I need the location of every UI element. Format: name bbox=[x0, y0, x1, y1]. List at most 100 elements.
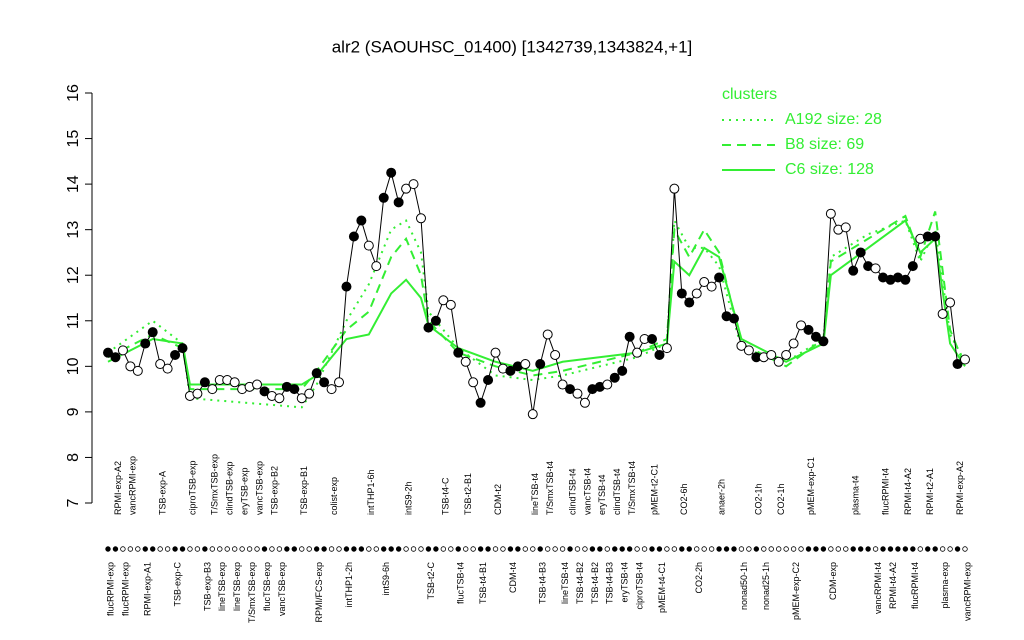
point bbox=[117, 345, 128, 356]
strip-dot bbox=[328, 546, 335, 552]
strip-dot bbox=[231, 546, 238, 552]
y-tick-label: 14 bbox=[65, 175, 82, 193]
strip-dot bbox=[954, 546, 961, 552]
x-tick-label: eryTSB-exp bbox=[240, 467, 250, 515]
x-tick-label: TSB-t4-B3 bbox=[605, 562, 615, 604]
strip-dot bbox=[254, 546, 260, 552]
point bbox=[140, 338, 151, 349]
strip-dot bbox=[343, 546, 350, 552]
strip-dot bbox=[336, 546, 342, 552]
strip-dot bbox=[164, 546, 171, 552]
strip-dot bbox=[783, 546, 789, 552]
x-tick-label: pMEM-t2-C1 bbox=[649, 464, 659, 515]
y-tick-label: 15 bbox=[65, 130, 82, 148]
chart-title: alr2 (SAOUHSC_01400) [1342739,1343824,+1… bbox=[332, 37, 693, 56]
strip-dot bbox=[947, 546, 953, 552]
y-tick-label: 9 bbox=[65, 407, 82, 416]
point bbox=[192, 388, 203, 399]
x-tick-label: CDM-exp bbox=[828, 562, 838, 600]
point bbox=[699, 277, 710, 288]
strip-dot bbox=[366, 546, 372, 552]
strip-dot bbox=[574, 546, 581, 552]
x-tick-label: clindTSB-t4 bbox=[567, 468, 577, 515]
strip-dot bbox=[202, 546, 208, 552]
strip-dot bbox=[284, 546, 290, 552]
x-tick-label: CO2-1h bbox=[776, 483, 786, 515]
x-tick-label: CO2-6h bbox=[679, 483, 689, 515]
x-tick-label: nonad50-1h bbox=[739, 562, 749, 610]
point bbox=[810, 331, 821, 342]
point bbox=[818, 336, 829, 347]
strip-dot bbox=[537, 546, 543, 552]
strip-dot bbox=[738, 546, 745, 552]
strip-dot bbox=[559, 546, 566, 552]
x-tick-label: CO2-2h bbox=[694, 562, 704, 594]
strip-dot bbox=[373, 546, 379, 552]
strip-dot bbox=[828, 546, 834, 552]
point bbox=[274, 393, 285, 404]
strip-dot bbox=[440, 546, 447, 552]
strip-dot bbox=[172, 546, 178, 552]
y-tick-label: 7 bbox=[65, 498, 82, 507]
strip-dot bbox=[619, 546, 625, 552]
strip-dot bbox=[843, 546, 849, 552]
point bbox=[505, 365, 516, 376]
point bbox=[796, 320, 807, 331]
point bbox=[773, 356, 784, 367]
x-tick-label: flucRPMI-t4 bbox=[880, 468, 890, 515]
strip-dot bbox=[485, 546, 491, 552]
strip-dot bbox=[925, 546, 931, 552]
strip-dot bbox=[135, 546, 141, 552]
point bbox=[579, 397, 590, 408]
point bbox=[542, 329, 553, 340]
point bbox=[945, 297, 956, 308]
x-tick-label: flucTSB-t4 bbox=[456, 562, 466, 604]
point bbox=[386, 167, 397, 178]
x-tick-label: intS9-2h bbox=[403, 481, 413, 515]
x-tick-label: intS9-6h bbox=[381, 562, 391, 596]
strip-dot bbox=[649, 546, 655, 552]
strip-dot bbox=[127, 546, 134, 552]
x-tick-label: nonad25-1h bbox=[761, 562, 771, 610]
point bbox=[937, 308, 948, 319]
y-tick-label: 10 bbox=[65, 357, 82, 375]
point bbox=[319, 377, 330, 388]
point bbox=[341, 281, 352, 292]
strip-dot bbox=[150, 546, 156, 552]
strip-dot bbox=[716, 546, 722, 552]
point bbox=[654, 349, 665, 360]
x-tick-label: TSB-t4-B1 bbox=[478, 562, 488, 604]
point bbox=[460, 356, 471, 367]
point bbox=[803, 324, 814, 335]
x-tick-label: eryTSB-t4 bbox=[597, 474, 607, 515]
x-tick-label: intTHP1-6h bbox=[366, 469, 376, 515]
strip-dot bbox=[910, 546, 916, 552]
point bbox=[632, 347, 643, 358]
strip-dot bbox=[395, 546, 402, 552]
x-tick-label: TSB-exp-C bbox=[172, 562, 182, 607]
point bbox=[363, 240, 374, 251]
x-tick-label: T/SmxTSB-t4 bbox=[627, 461, 637, 515]
strip-dot bbox=[142, 546, 148, 552]
point bbox=[602, 379, 613, 390]
y-tick-label: 11 bbox=[65, 312, 82, 329]
strip-dot bbox=[768, 546, 774, 552]
point bbox=[848, 265, 859, 276]
strip-dot bbox=[403, 546, 409, 552]
strip-dot bbox=[656, 546, 663, 552]
x-tick-label: plasma-exp bbox=[940, 562, 950, 609]
point bbox=[714, 272, 725, 283]
point bbox=[155, 359, 166, 370]
strip-dot bbox=[567, 546, 573, 552]
x-tick-label: plasma-t4 bbox=[851, 475, 861, 515]
strip-dot bbox=[321, 546, 327, 552]
point bbox=[401, 183, 412, 194]
strip-dot bbox=[179, 546, 186, 552]
strip-dot bbox=[679, 546, 685, 552]
point bbox=[766, 349, 777, 360]
x-tick-label: TSB-t4-C bbox=[441, 477, 451, 515]
point bbox=[199, 377, 210, 388]
strip-dot bbox=[120, 546, 126, 552]
point bbox=[110, 352, 121, 363]
